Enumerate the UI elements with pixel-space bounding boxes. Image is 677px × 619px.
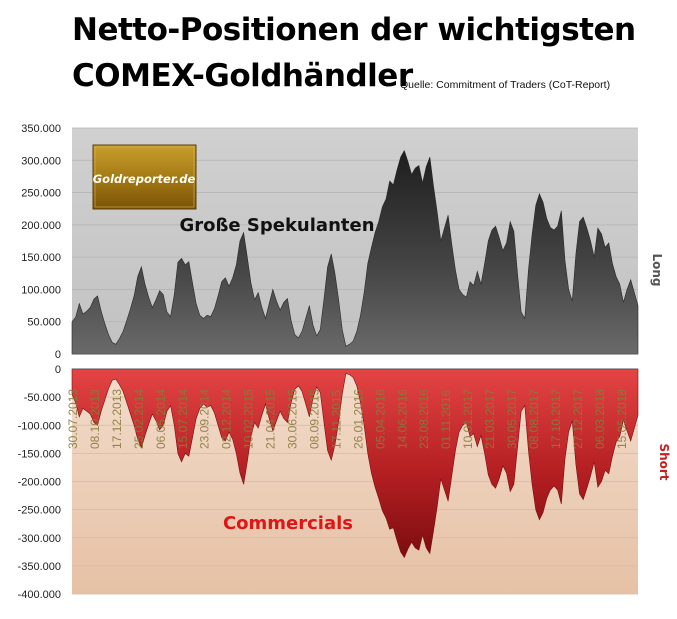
bottom-y-tick-label: -100.000 <box>18 420 61 432</box>
top-y-tick-label: 300.000 <box>21 155 61 167</box>
chart-title-line1: Netto-Positionen der wichtigsten <box>72 12 636 48</box>
x-tick-label: 10.01.2017 <box>461 389 475 449</box>
bottom-y-tick-label: -250.000 <box>18 505 61 517</box>
top-y-tick-label: 350.000 <box>21 123 61 135</box>
series-label-commercials: Commercials <box>223 513 353 534</box>
goldreporter-logo: Goldreporter.de <box>92 144 197 210</box>
x-tick-label: 15.05.2018 <box>615 389 629 449</box>
x-tick-label: 08.10.2013 <box>88 389 102 449</box>
x-tick-label: 30.06.2015 <box>286 389 300 449</box>
top-y-axis-ticks: 0 50.000 100.000 150.000 200.000 250.000 300.0… <box>21 123 61 361</box>
x-tick-label: 23.09.2014 <box>198 389 212 449</box>
bottom-y-tick-label: -50.000 <box>24 392 61 404</box>
x-tick-label: 14.06.2016 <box>395 389 409 449</box>
y-axis-label-short: Short <box>657 443 671 480</box>
logo-label: Goldreporter.de <box>93 172 196 186</box>
bottom-y-tick-label: -350.000 <box>18 561 61 573</box>
x-tick-label: 27.12.2017 <box>571 389 585 449</box>
top-y-tick-label: 0 <box>55 349 61 361</box>
x-tick-label: 30.05.2017 <box>505 389 519 449</box>
top-y-tick-label: 100.000 <box>21 284 61 296</box>
x-tick-label: 05.04.2016 <box>373 389 387 449</box>
bottom-y-tick-label: -150.000 <box>18 448 61 460</box>
bottom-y-tick-label: -400.000 <box>18 589 61 601</box>
x-tick-label: 17.10.2017 <box>549 389 563 449</box>
x-tick-label: 26.01.2016 <box>351 389 365 449</box>
x-tick-label: 17.12.2013 <box>110 389 124 449</box>
x-tick-label: 21.04.2015 <box>264 389 278 449</box>
x-tick-label: 25.02.2014 <box>132 389 146 449</box>
bottom-y-tick-label: -300.000 <box>18 533 61 545</box>
top-y-tick-label: 50.000 <box>27 317 61 329</box>
x-tick-label: 30.07.2013 <box>66 389 80 449</box>
x-tick-label: 15.07.2014 <box>176 389 190 449</box>
top-y-tick-label: 200.000 <box>21 220 61 232</box>
top-y-tick-label: 150.000 <box>21 252 61 264</box>
x-axis-tick-labels: 30.07.2013 08.10.2013 17.12.2013 25.02.2014… <box>66 389 629 449</box>
chart-source-note: Quelle: Commitment of Traders (CoT-Repor… <box>400 79 611 91</box>
chart-title-line2: COMEX-Goldhändler <box>72 58 413 94</box>
bottom-y-axis-ticks: 0 -50.000 -100.000 -150.000 -200.000 -250.000… <box>18 364 61 601</box>
x-tick-label: 23.08.2016 <box>417 389 431 449</box>
x-tick-label: 08.08.2017 <box>527 389 541 449</box>
bottom-y-tick-label: -200.000 <box>18 477 61 489</box>
x-tick-label: 01.11.2016 <box>439 390 453 449</box>
x-tick-label: 21.03.2017 <box>483 389 497 449</box>
x-tick-label: 08.09.2015 <box>307 389 321 449</box>
x-tick-label: 06.03.2018 <box>593 389 607 449</box>
series-area-spekulanten <box>71 149 639 355</box>
x-tick-label: 17.11.2015 <box>329 390 343 449</box>
y-axis-label-long: Long <box>650 253 664 286</box>
x-tick-label: 06.05.2014 <box>154 389 168 449</box>
top-y-tick-label: 250.000 <box>21 188 61 200</box>
x-tick-label: 10.02.2015 <box>242 389 256 449</box>
x-tick-label: 02.12.2014 <box>220 389 234 449</box>
series-area-commercials <box>71 368 639 559</box>
series-label-spekulanten: Große Spekulanten <box>179 215 374 236</box>
bottom-y-tick-label: 0 <box>55 364 61 376</box>
